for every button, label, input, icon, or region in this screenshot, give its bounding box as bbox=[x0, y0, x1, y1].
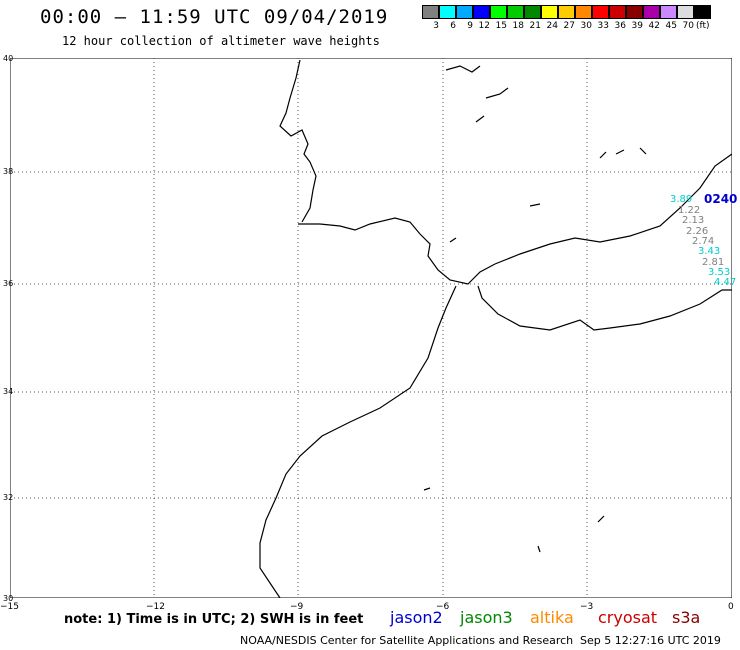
scale-tick-label: 15 bbox=[495, 21, 507, 31]
color-swatch bbox=[694, 5, 711, 19]
scale-tick-label: 9 bbox=[467, 21, 473, 31]
track-time-label: 0240 bbox=[704, 192, 738, 206]
y-label: 30 bbox=[3, 594, 14, 603]
y-label: 38 bbox=[3, 167, 14, 176]
x-label: −6 bbox=[436, 602, 450, 612]
color-swatch bbox=[626, 5, 643, 19]
scale-tick-label: 21 bbox=[529, 21, 541, 31]
color-swatch bbox=[609, 5, 626, 19]
scale-tick-label: 30 bbox=[580, 21, 592, 31]
satellite-legend-jason3: jason3 bbox=[460, 608, 513, 627]
color-swatch bbox=[507, 5, 524, 19]
x-label: −3 bbox=[580, 602, 594, 612]
satellite-legend-altika: altika bbox=[530, 608, 574, 627]
scale-tick-label: 12 bbox=[478, 21, 490, 31]
obs-label: 3.89 bbox=[670, 194, 693, 205]
y-label: 34 bbox=[3, 387, 14, 396]
map-plot bbox=[10, 58, 732, 598]
color-swatch bbox=[541, 5, 558, 19]
map-frame bbox=[10, 58, 732, 598]
units-note: note: 1) Time is in UTC; 2) SWH is in fe… bbox=[64, 612, 364, 627]
obs-label: 2.26 bbox=[686, 226, 709, 237]
map-title: 00:00 – 11:59 UTC 09/04/2019 bbox=[40, 6, 389, 28]
wave-height-color-scale: 3 6 9 12 15 18 21 24 27 30 33 36 39 42 45 70 (ft) bbox=[422, 5, 711, 31]
scale-tick-label: 18 bbox=[512, 21, 524, 31]
x-label: −15 bbox=[0, 602, 19, 612]
obs-label: 2.13 bbox=[682, 215, 705, 226]
grid-lines bbox=[10, 58, 732, 598]
color-swatch bbox=[575, 5, 592, 19]
x-label: −12 bbox=[146, 602, 165, 612]
obs-label: 3.53 bbox=[708, 267, 731, 278]
scale-tick-label: 24 bbox=[546, 21, 558, 31]
y-label: 32 bbox=[3, 493, 14, 502]
x-label: −9 bbox=[290, 602, 304, 612]
color-swatch bbox=[473, 5, 490, 19]
scale-tick-label: 45 bbox=[665, 21, 677, 31]
scale-tick-label: 70 bbox=[682, 21, 694, 31]
x-label: 0 bbox=[728, 602, 734, 612]
color-swatch bbox=[439, 5, 456, 19]
obs-label: 2.81 bbox=[702, 257, 725, 268]
color-swatch bbox=[558, 5, 575, 19]
color-swatch bbox=[660, 5, 677, 19]
scale-ticks: 3 6 9 12 15 18 21 24 27 30 33 36 39 42 45 70 (ft) bbox=[422, 21, 711, 31]
obs-label: 1.22 bbox=[678, 205, 701, 216]
obs-label: 2.74 bbox=[692, 236, 715, 247]
satellite-legend-s3a: s3a bbox=[672, 608, 701, 627]
scale-tick-label: 33 bbox=[597, 21, 609, 31]
color-swatch bbox=[524, 5, 541, 19]
scale-tick-label: 42 bbox=[648, 21, 660, 31]
obs-label: 4.47 bbox=[714, 277, 737, 288]
satellite-legend-jason2: jason2 bbox=[390, 608, 443, 627]
scale-tick-label: 27 bbox=[563, 21, 575, 31]
footer-timestamp: Sep 5 12:27:16 UTC 2019 bbox=[580, 634, 721, 647]
y-label: 40 bbox=[3, 54, 14, 63]
scale-unit: (ft) bbox=[696, 21, 710, 31]
scale-tick-label: 39 bbox=[631, 21, 643, 31]
y-label: 36 bbox=[3, 279, 14, 288]
footer-org: NOAA/NESDIS Center for Satellite Applica… bbox=[240, 634, 574, 647]
color-swatch bbox=[592, 5, 609, 19]
color-swatch bbox=[456, 5, 473, 19]
color-swatch bbox=[643, 5, 660, 19]
scale-tick-label: 3 bbox=[433, 21, 439, 31]
color-swatches bbox=[422, 5, 711, 19]
obs-label: 3.43 bbox=[698, 246, 721, 257]
scale-tick-label: 36 bbox=[614, 21, 626, 31]
coastlines bbox=[259, 59, 732, 598]
map-subtitle: 12 hour collection of altimeter wave hei… bbox=[62, 34, 380, 48]
color-swatch bbox=[422, 5, 439, 19]
satellite-legend-cryosat: cryosat bbox=[598, 608, 658, 627]
color-swatch bbox=[490, 5, 507, 19]
scale-tick-label: 6 bbox=[450, 21, 456, 31]
color-swatch bbox=[677, 5, 694, 19]
